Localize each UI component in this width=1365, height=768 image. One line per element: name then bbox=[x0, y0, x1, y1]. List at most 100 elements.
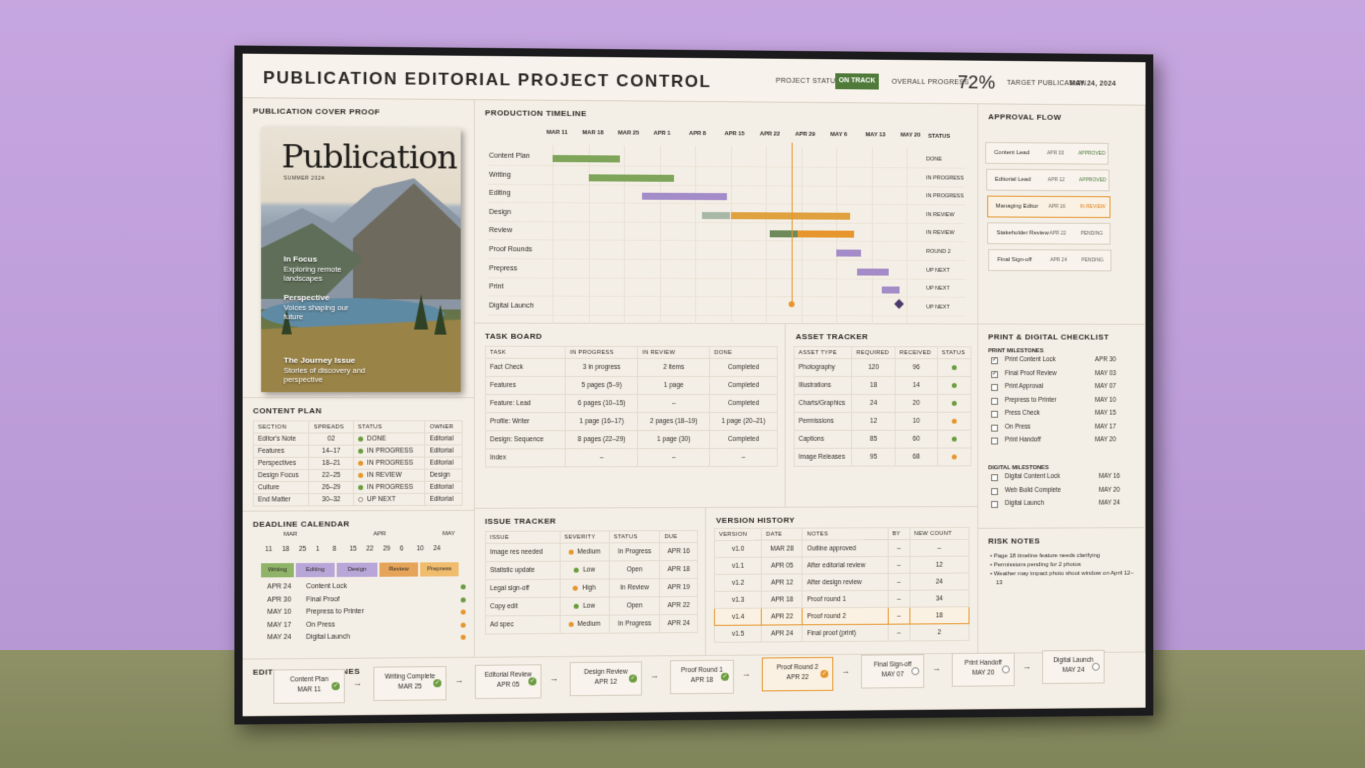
status-dot-icon bbox=[952, 365, 957, 370]
timeline-date-label: MAY 6 bbox=[830, 132, 847, 138]
milestone-card[interactable]: Digital Launch MAY 24 bbox=[1042, 650, 1105, 684]
approval-step[interactable]: Stakeholder Review APR 22 PENDING bbox=[988, 222, 1111, 244]
table-cell: Captions bbox=[794, 430, 852, 448]
table-row: Features 5 pages (5–9) 1 page Completed bbox=[485, 376, 777, 394]
milestone-card[interactable]: Writing Complete MAR 25 ✓ bbox=[373, 666, 446, 701]
checkbox[interactable] bbox=[991, 424, 998, 431]
status-dot-icon bbox=[952, 401, 957, 406]
table-cell: 95 bbox=[852, 448, 895, 466]
calendar-day-label: 15 bbox=[349, 546, 356, 553]
deadline-status-dot-icon bbox=[461, 635, 466, 640]
table-cell: 1 page (30) bbox=[638, 430, 710, 448]
milestone-card[interactable]: Content Plan MAR 11 ✓ bbox=[273, 669, 345, 704]
column-header: DONE bbox=[710, 347, 778, 359]
timeline-gridline bbox=[624, 145, 625, 323]
milestone-card[interactable]: Editorial Review APR 05 ✓ bbox=[475, 664, 542, 699]
table-cell: Open bbox=[609, 561, 660, 579]
table-cell: – bbox=[888, 556, 910, 573]
table-cell: 12 bbox=[910, 556, 969, 573]
checkbox[interactable] bbox=[991, 411, 998, 418]
checkbox[interactable]: ✓ bbox=[991, 357, 998, 364]
checklist-item-date: APR 30 bbox=[1095, 356, 1116, 363]
timeline-date-label: APR 15 bbox=[724, 131, 744, 137]
deadline-status-dot-icon bbox=[461, 597, 466, 602]
table-cell: Outline approved bbox=[803, 540, 888, 557]
timeline-task-label: Proof Rounds bbox=[489, 246, 532, 253]
checkbox[interactable] bbox=[991, 438, 998, 445]
status-text: UP NEXT bbox=[367, 496, 396, 503]
table-cell: End Matter bbox=[253, 494, 309, 506]
deadline-label: Prepress to Printer bbox=[306, 608, 364, 615]
approval-step[interactable]: Content Lead APR 03 APPROVED bbox=[985, 142, 1108, 165]
table-cell: 6 pages (10–15) bbox=[565, 395, 637, 413]
table-cell: Index bbox=[485, 449, 565, 467]
column-header: DUE bbox=[660, 531, 698, 543]
milestone-card[interactable]: Proof Round 1 APR 18 ✓ bbox=[670, 659, 734, 694]
approval-state: APPROVED bbox=[1079, 177, 1106, 183]
deadline-status-dot-icon bbox=[461, 584, 466, 589]
milestone-card[interactable]: Design Review APR 12 ✓ bbox=[570, 662, 642, 697]
calendar-month-label: MAR bbox=[284, 532, 298, 538]
asset-panel: ASSET TRACKER ASSET TYPE REQUIRED RECEIVED… bbox=[786, 324, 979, 508]
cover-heading: PUBLICATION COVER PROOF bbox=[253, 106, 380, 116]
column-header: RECEIVED bbox=[895, 347, 937, 359]
timeline-gridline bbox=[766, 146, 767, 324]
timeline-gridline bbox=[695, 146, 696, 324]
status-dot-icon bbox=[952, 419, 957, 424]
table-cell: Completed bbox=[710, 430, 778, 448]
calendar-day-label: 22 bbox=[366, 546, 373, 553]
timeline-status-header: STATUS bbox=[928, 134, 950, 140]
approval-step[interactable]: Managing Editor APR 16 IN REVIEW bbox=[987, 196, 1110, 218]
table-cell: Features bbox=[485, 376, 565, 394]
table-cell: APR 18 bbox=[660, 561, 698, 579]
status-dot-icon bbox=[568, 549, 573, 554]
deadline-status-dot-icon bbox=[461, 622, 466, 627]
table-cell: 8 pages (22–29) bbox=[565, 431, 637, 449]
status-label: PROJECT STATUS bbox=[776, 78, 841, 86]
status-dot-icon bbox=[952, 383, 957, 388]
approval-step[interactable]: Editorial Lead APR 12 APPROVED bbox=[986, 169, 1109, 192]
approval-date: APR 03 bbox=[1047, 150, 1064, 156]
table-cell: v1.2 bbox=[714, 574, 761, 591]
status-dot-icon bbox=[358, 448, 363, 453]
timeline-task-label: Print bbox=[489, 284, 504, 291]
deadline-status-dot-icon bbox=[461, 610, 466, 615]
deadline-date: APR 30 bbox=[267, 596, 291, 603]
table-cell: Completed bbox=[710, 394, 778, 412]
table-cell: Final proof (print) bbox=[803, 624, 888, 642]
table-row: Design Focus 22–25 IN REVIEW Design bbox=[253, 469, 462, 482]
timeline-task-status: IN PROGRESS bbox=[926, 175, 964, 181]
calendar-phase: Prepress bbox=[420, 562, 459, 576]
content-plan-table: SECTION SPREADS STATUS OWNER Editor's Note 02… bbox=[253, 420, 463, 506]
timeline-task-status: IN REVIEW bbox=[926, 212, 954, 218]
table-cell: Image Releases bbox=[794, 448, 852, 466]
table-cell: Feature: Lead bbox=[485, 395, 565, 413]
timeline-date-label: APR 8 bbox=[689, 131, 706, 137]
arrow-right-icon: → bbox=[455, 675, 464, 685]
timeline-gridline bbox=[553, 145, 554, 324]
cover-image: Publication SUMMER 2024 In Focus Explorin… bbox=[261, 127, 461, 392]
timeline-date-label: APR 29 bbox=[795, 132, 815, 138]
approval-step[interactable]: Final Sign-off APR 24 PENDING bbox=[988, 249, 1111, 271]
cover-title: Publication bbox=[282, 137, 457, 177]
checkbox[interactable] bbox=[991, 384, 998, 391]
table-cell: 1 page (16–17) bbox=[565, 413, 637, 431]
timeline-task-label: Writing bbox=[489, 171, 511, 178]
status-cell bbox=[937, 359, 971, 377]
milestone-card[interactable]: Proof Round 2 APR 22 ✓ bbox=[762, 657, 833, 692]
table-row: Index – – – bbox=[485, 448, 777, 467]
checkbox[interactable]: ✓ bbox=[991, 371, 998, 378]
milestone-card[interactable]: Print Handoff MAY 20 bbox=[952, 652, 1015, 686]
checkbox[interactable] bbox=[991, 474, 998, 481]
table-cell: Features bbox=[253, 445, 309, 457]
timeline-task-status: ROUND 2 bbox=[926, 249, 950, 255]
checkbox[interactable] bbox=[991, 501, 998, 508]
milestone-card[interactable]: Final Sign-off MAY 07 bbox=[861, 655, 924, 689]
table-cell: v1.0 bbox=[714, 540, 761, 557]
checkbox[interactable] bbox=[991, 488, 998, 495]
status-cell bbox=[937, 448, 971, 466]
checkbox[interactable] bbox=[991, 397, 998, 404]
timeline-date-label: MAY 20 bbox=[901, 132, 921, 138]
timeline-task-status: UP NEXT bbox=[926, 304, 949, 310]
cover-line-3: The Journey Issue Stories of discovery an… bbox=[284, 356, 406, 385]
